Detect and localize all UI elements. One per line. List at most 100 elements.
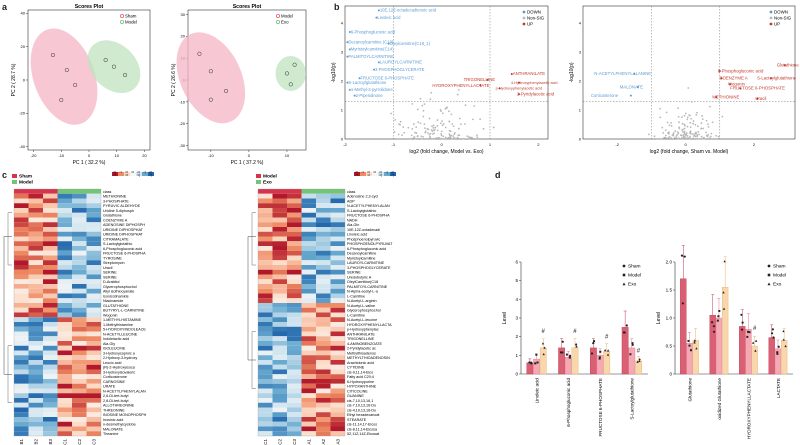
volcano2-nonsig-point [678, 127, 681, 130]
volcano1-nonsig-point [407, 126, 410, 129]
heat1-cell [86, 279, 101, 284]
volcano2-nonsig-point [700, 127, 703, 130]
volcano1-nonsig-point [426, 128, 429, 130]
heat1-cell [57, 317, 72, 322]
heat1-row-label: CARNOSINE [103, 380, 125, 384]
heat2-cell [272, 369, 287, 375]
heat2-sample-label: A3 [335, 439, 340, 445]
scores2-point-model [197, 51, 202, 56]
bar2-legend-label: Sham [773, 264, 786, 270]
heat2-cell [258, 388, 273, 394]
volcano2-nonsig-point [676, 133, 679, 136]
volcano1-nonsig-point [456, 136, 459, 139]
volcano2-down-label: MALONATE [620, 84, 643, 89]
volcano1-nonsig-point [402, 126, 405, 129]
volcano1-nonsig-point [473, 105, 476, 107]
heat1-cell [57, 212, 72, 218]
volcano2-nonsig-point [702, 127, 704, 130]
heat2-cell [330, 345, 345, 351]
heat2-cell [301, 426, 316, 432]
heat2-dendrogram [251, 331, 256, 389]
volcano1-ytick-label: 2 [341, 79, 344, 84]
volcano2-nonsig-point [681, 122, 684, 125]
heat1-class-cell [14, 189, 29, 194]
volcano1-down-point [373, 68, 375, 71]
heat2-cell [330, 193, 345, 199]
volcano2-nonsig-point [685, 132, 688, 134]
bar1-dot [561, 340, 564, 343]
heat1-cell [86, 260, 101, 265]
volcano2-nonsig-point [670, 137, 673, 139]
heat1-row-label: Wogonin [103, 313, 118, 317]
volcano2-nonsig-point [689, 131, 692, 134]
volcano1-nonsig-point [427, 131, 429, 134]
heat2-class-cell [258, 189, 273, 194]
heat1-scale-label: -1.5 [149, 171, 153, 177]
heat1-scale-swatch [148, 172, 154, 176]
heat1-row-label: (R)-2-Hydroxyisoca [103, 366, 136, 370]
bar1-dot [598, 357, 601, 360]
heat2-cell [258, 246, 273, 251]
heat2-row-label: cis-7,10,13,16,1 [347, 399, 373, 403]
heat2-cell [301, 341, 316, 346]
heat2-cell [301, 398, 316, 403]
volcano1-nonsig-point [399, 123, 401, 126]
bar2-category-label: Glutathione [687, 378, 692, 402]
volcano2-legend-marker [769, 10, 773, 14]
heat2-cell [301, 212, 316, 218]
volcano1-nonsig-point [390, 112, 393, 115]
bar1-dot [534, 362, 537, 365]
heat2-cell [330, 317, 345, 322]
volcano2-nonsig-point [664, 134, 667, 137]
scores1-ytick-label: -40 [19, 144, 26, 149]
heat2-cell [287, 417, 302, 422]
heat1-class-cell [72, 189, 87, 194]
volcano1-nonsig-point [436, 119, 439, 121]
heat2-cell [287, 293, 302, 299]
volcano1-nonsig-point [399, 120, 402, 123]
heat2-row-label: N-Alpha-acetyl-L-a [347, 290, 379, 294]
heat2-row-label: ADP [347, 199, 355, 203]
volcano1-nonsig-point [476, 136, 479, 139]
heat1-cell [86, 398, 101, 403]
heat2-cell [301, 293, 316, 299]
volcano2-nonsig-point [678, 121, 680, 124]
heat1-cell [43, 217, 58, 223]
bar2-bar [692, 340, 699, 375]
heat1-cell [72, 293, 87, 299]
heat2-cell [258, 383, 273, 389]
heat2-scale-label: 1.5 [355, 171, 359, 176]
volcano2-up-label: Uracil [755, 96, 766, 101]
heat1-cell [72, 227, 87, 232]
heat2-cell [301, 193, 316, 199]
heat2-cell [330, 379, 345, 384]
heat2-cell [287, 402, 302, 408]
heat1-cell [43, 412, 58, 417]
heat2-cell [258, 198, 273, 204]
volcano2-legend-label: DOWN [774, 9, 788, 14]
heat2-cell [287, 379, 302, 384]
heat1-cell [57, 227, 72, 232]
heat1-cell [43, 307, 58, 313]
heat1-cell [43, 431, 58, 436]
heat1-cell [14, 393, 29, 398]
heat1-cell [72, 407, 87, 413]
heat1-cell [57, 364, 72, 370]
volcano1-nonsig-point [415, 126, 418, 129]
volcano1-nonsig-point [440, 132, 443, 135]
volcano2-nonsig-point [684, 112, 687, 115]
heat1-cell [57, 208, 72, 213]
bar2-bar [686, 343, 693, 375]
heat2-row-label: cis-9,11,14-Eico [347, 370, 373, 374]
heat1-row-label: Glycerophosphochol [103, 285, 137, 289]
volcano2-nonsig-point [675, 135, 678, 138]
heat2-cell [301, 284, 316, 289]
volcano1-down-label: FRUCTOSE 6-PHOSPHATE [361, 76, 415, 81]
bar2-dot [776, 351, 779, 354]
bar1-dot [536, 361, 539, 364]
heat2-cell [301, 383, 316, 389]
heat1-row-label: TYROSINE [103, 256, 122, 260]
heat1-cell [57, 312, 72, 318]
heat2-cell [287, 203, 302, 208]
